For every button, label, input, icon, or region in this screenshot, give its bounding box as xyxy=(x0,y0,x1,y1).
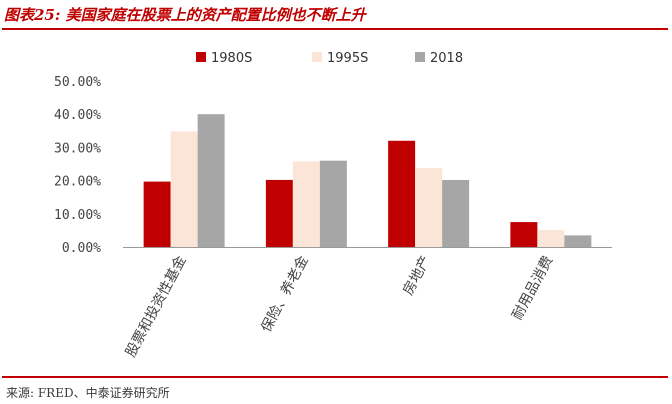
bar-chart: 1980S 1995S 2018 0.00% 10.00% 20.00% 30.00% 40… xyxy=(54,51,612,360)
x-category-label: 耐用品消费 xyxy=(509,253,556,322)
legend-label-2018: 2018 xyxy=(430,51,463,66)
bar-1980s-1 xyxy=(143,181,171,247)
legend-label-1980s: 1980S xyxy=(211,51,252,66)
title-rule xyxy=(2,28,668,30)
bar-1995s-3 xyxy=(415,167,443,247)
chart-header: 图表25: 美国家庭在股票上的资产配置比例也不断上升 xyxy=(0,0,672,30)
bar-2018-1 xyxy=(197,114,225,247)
y-tick-label: 30.00% xyxy=(54,141,101,156)
y-tick-label: 50.00% xyxy=(54,75,101,90)
bar-1995s-1 xyxy=(170,131,198,247)
x-axis-labels: 股票和投资性基金 保险、养老金 房地产 耐用品消费 xyxy=(122,253,556,360)
bar-1995s-4 xyxy=(537,230,565,247)
bar-1980s-3 xyxy=(388,140,416,247)
chart-legend: 1980S 1995S 2018 xyxy=(196,51,463,66)
legend-swatch-1995s xyxy=(312,52,322,62)
bars xyxy=(143,114,592,247)
y-tick-label: 10.00% xyxy=(54,208,101,223)
legend-label-1995s: 1995S xyxy=(327,51,368,66)
bar-2018-4 xyxy=(564,235,592,247)
x-category-label: 保险、养老金 xyxy=(258,253,312,335)
chart-title: 图表25: 美国家庭在股票上的资产配置比例也不断上升 xyxy=(4,6,366,24)
y-tick-label: 0.00% xyxy=(62,241,101,256)
legend-swatch-1980s xyxy=(196,52,206,62)
source-note: 来源: FRED、中泰证券研究所 xyxy=(6,386,170,400)
bar-1995s-2 xyxy=(292,161,320,247)
legend-swatch-2018 xyxy=(415,52,425,62)
footer-rule xyxy=(2,376,668,378)
x-category-label: 房地产 xyxy=(400,253,434,298)
y-axis-ticks: 0.00% 10.00% 20.00% 30.00% 40.00% 50.00% xyxy=(54,75,101,256)
bar-2018-3 xyxy=(442,179,470,247)
bar-1980s-4 xyxy=(510,222,538,247)
y-tick-label: 20.00% xyxy=(54,175,101,190)
bar-1980s-2 xyxy=(265,179,293,247)
y-tick-label: 40.00% xyxy=(54,108,101,123)
x-category-label: 股票和投资性基金 xyxy=(122,253,190,360)
bar-2018-2 xyxy=(319,160,347,247)
